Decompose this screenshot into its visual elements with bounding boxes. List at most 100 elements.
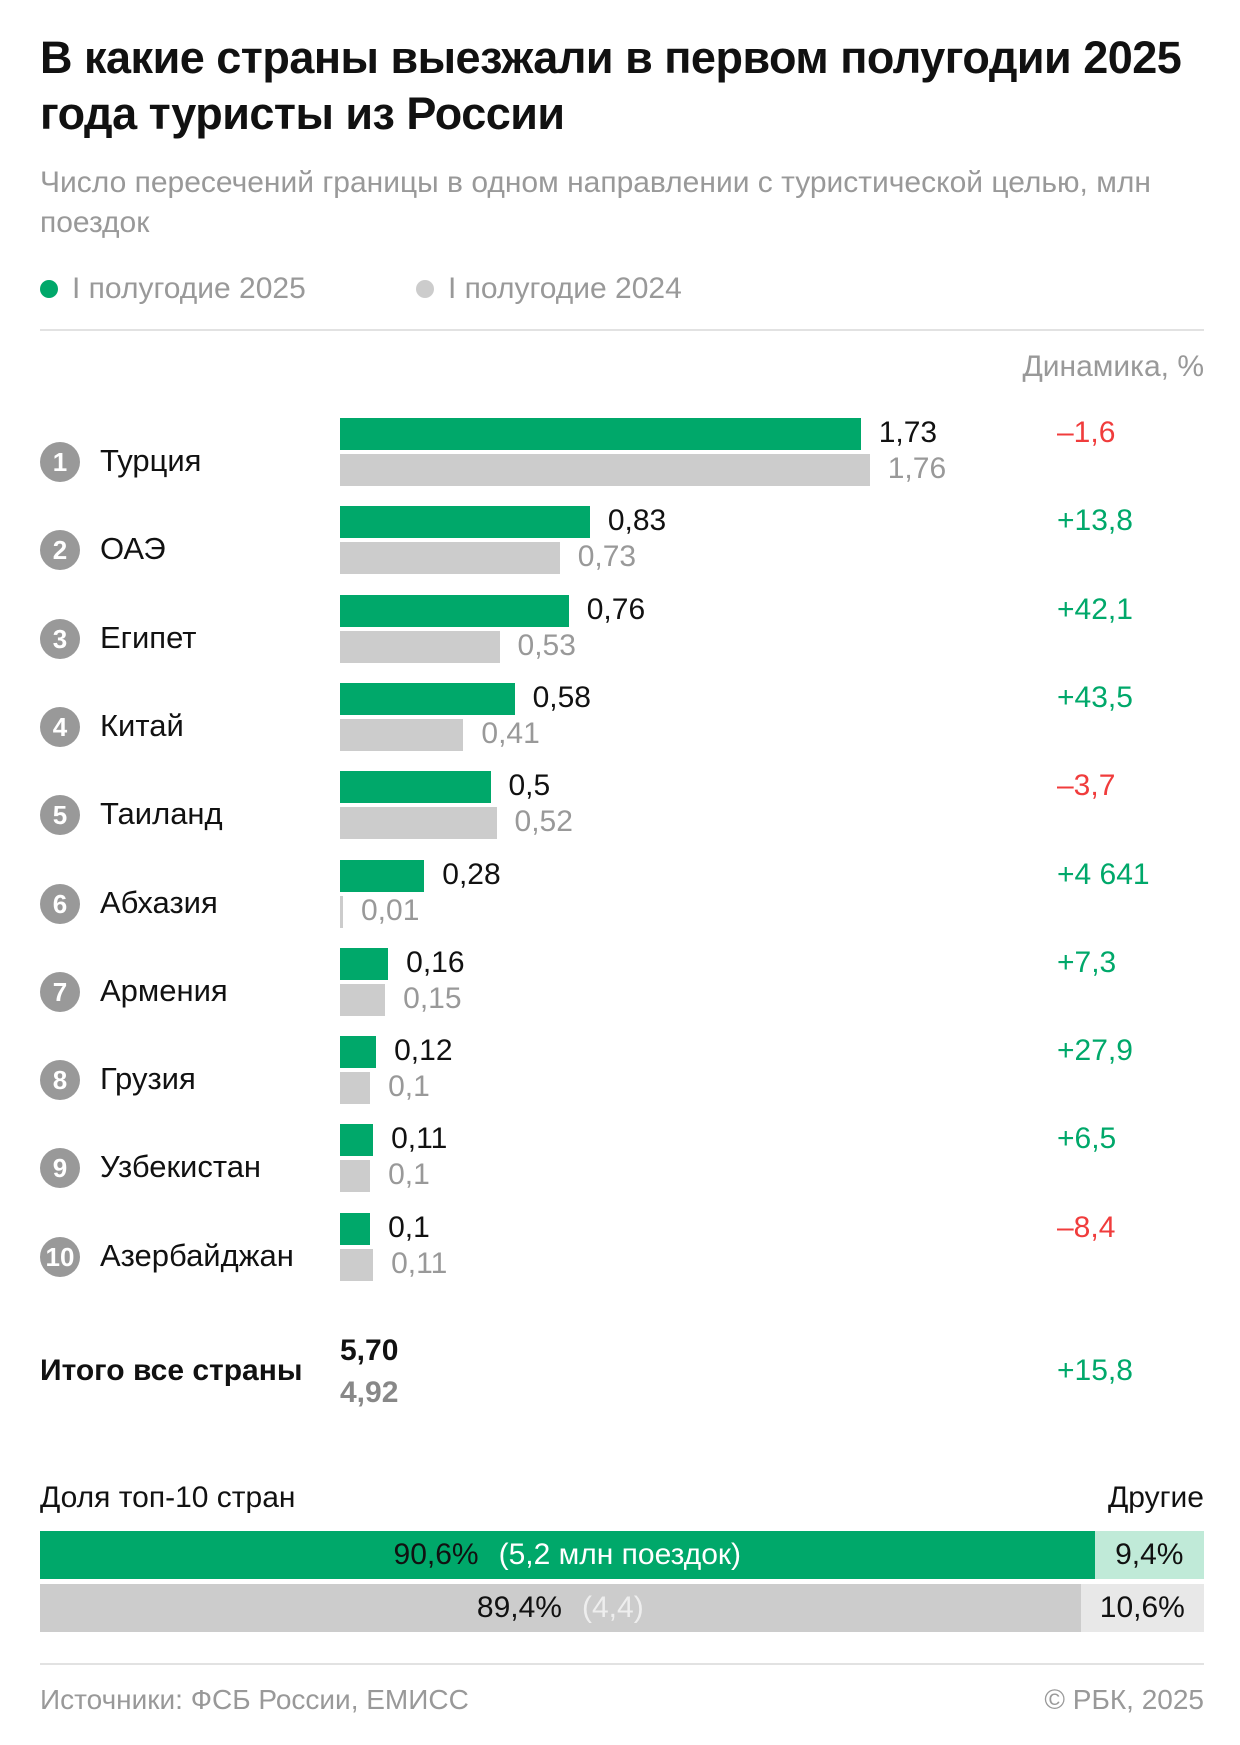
divider <box>40 1663 1204 1665</box>
bar-row: 10 Азербайджан 0,1 0,11 –8,4 <box>0 1210 1240 1301</box>
dynamics-value: –1,6 <box>1057 416 1116 449</box>
dynamics-value: +7,3 <box>1057 945 1117 979</box>
value-label-2025: 0,76 <box>586 592 646 626</box>
dynamics-header: Динамика, % <box>1022 350 1204 383</box>
country-label: Армения <box>100 972 228 1008</box>
rank-badge: 8 <box>40 1060 80 1101</box>
bar-row: 6 Абхазия 0,28 0,01 +4 641 <box>0 857 1240 948</box>
total-label: Итого все страны <box>40 1354 303 1387</box>
bar-2025 <box>340 947 389 980</box>
dynamics-value: +13,8 <box>1057 504 1133 538</box>
value-label-2025: 0,12 <box>394 1034 453 1068</box>
bar-2024 <box>340 1160 371 1193</box>
dynamics-value: +4 641 <box>1057 857 1150 891</box>
total-2024: 4,92 <box>340 1376 399 1409</box>
dynamics-value: +42,1 <box>1057 592 1133 626</box>
bar-2024 <box>340 630 500 663</box>
dynamics-value: –8,4 <box>1057 1210 1116 1244</box>
value-label-2024: 0,11 <box>391 1246 448 1280</box>
total-dynamics: +15,8 <box>1057 1354 1133 1387</box>
value-label-2025: 0,1 <box>388 1210 430 1244</box>
legend-2024: I полугодие 2024 <box>416 272 682 306</box>
source-note: Источники: ФСБ России, ЕМИСС <box>40 1684 469 1715</box>
share-other-value: 9,4% <box>1115 1538 1184 1571</box>
value-label-2025: 0,11 <box>391 1122 448 1156</box>
value-label-2025: 1,73 <box>878 416 938 449</box>
value-label-2024: 0,01 <box>361 893 420 927</box>
bar-row: 9 Узбекистан 0,11 0,1 +6,5 <box>0 1122 1240 1212</box>
bar-2025 <box>340 771 491 804</box>
bar-2025 <box>340 1212 371 1245</box>
bar-2025 <box>340 418 861 450</box>
country-label: Азербайджан <box>100 1237 294 1273</box>
country-label: Грузия <box>100 1061 196 1097</box>
share-top10-segment: 89,4% (4,4) <box>40 1584 1081 1632</box>
bar-2024 <box>340 1072 371 1105</box>
bar-2024 <box>340 983 386 1016</box>
value-label-2024: 0,1 <box>388 1070 430 1104</box>
dynamics-value: +6,5 <box>1057 1122 1117 1156</box>
value-label-2025: 0,5 <box>508 769 551 803</box>
rank-badge: 10 <box>40 1236 80 1277</box>
share-top10-value: 90,6% <box>393 1538 479 1571</box>
value-label-2025: 0,83 <box>607 504 667 538</box>
share-top10-note: (5,2 млн поездок) <box>498 1538 742 1571</box>
value-label-2025: 0,16 <box>406 945 465 979</box>
total-2025: 5,70 <box>340 1334 399 1367</box>
bar-row: 3 Египет 0,76 0,53 +42,1 <box>0 592 1240 683</box>
rank-badge: 3 <box>40 618 80 659</box>
rank-badge: 7 <box>40 971 80 1012</box>
share-other-segment: 9,4% <box>1094 1531 1204 1579</box>
dynamics-value: +43,5 <box>1057 680 1133 714</box>
rank-badge: 6 <box>40 883 80 924</box>
value-label-2025: 0,28 <box>442 857 501 891</box>
bar-2025 <box>340 1036 377 1069</box>
bar-2024 <box>340 718 464 751</box>
dynamics-value: +27,9 <box>1057 1034 1133 1068</box>
legend-dot-green-icon <box>40 280 58 298</box>
share-other-value: 10,6% <box>1099 1591 1185 1624</box>
bar-2025 <box>340 1124 374 1157</box>
share-top10-note: (4,4) <box>582 1591 644 1624</box>
rank-badge: 2 <box>40 530 80 571</box>
share-top10-label: Доля топ-10 стран <box>40 1481 296 1514</box>
value-label-2024: 0,52 <box>514 805 573 839</box>
bar-2025 <box>340 859 425 892</box>
bar-2024 <box>340 1248 374 1281</box>
dynamics-value: –3,7 <box>1057 769 1116 803</box>
bar-row: 5 Таиланд 0,5 0,52 –3,7 <box>0 769 1240 859</box>
bar-2025 <box>340 594 569 627</box>
country-label: Узбекистан <box>100 1149 262 1185</box>
value-label-2024: 1,76 <box>887 452 947 485</box>
divider <box>40 329 1204 331</box>
bar-2024 <box>340 807 497 840</box>
bar-2024 <box>340 895 343 928</box>
bar-2024 <box>340 454 870 486</box>
country-label: Турция <box>100 443 202 478</box>
bar-2024 <box>340 542 560 575</box>
share-bar: 90,6% (5,2 млн поездок) 9,4% <box>40 1531 1204 1579</box>
rank-badge: 1 <box>40 442 80 482</box>
bar-row: 2 ОАЭ 0,83 0,73 +13,8 <box>0 504 1240 594</box>
rank-badge: 9 <box>40 1148 80 1189</box>
share-top10-segment: 90,6% (5,2 млн поездок) <box>40 1531 1095 1579</box>
share-bar: 89,4% (4,4) 10,6% <box>40 1584 1204 1632</box>
bar-row: 4 Китай 0,58 0,41 +43,5 <box>0 680 1240 771</box>
legend-label: I полугодие 2024 <box>448 272 682 305</box>
bar-row: 1 Турция 1,73 1,76 –1,6 <box>0 416 1240 506</box>
legend-label: I полугодие 2025 <box>72 272 306 305</box>
chart-title: В какие страны выезжали в первом полугод… <box>40 32 1182 139</box>
copyright: © РБК, 2025 <box>1044 1684 1204 1715</box>
country-label: ОАЭ <box>100 531 166 567</box>
share-other-label: Другие <box>1107 1481 1204 1514</box>
country-label: Китай <box>100 707 184 743</box>
value-label-2024: 0,1 <box>388 1158 430 1192</box>
country-label: Таиланд <box>100 796 223 832</box>
value-label-2024: 0,73 <box>577 540 637 574</box>
country-label: Абхазия <box>100 884 218 920</box>
rank-badge: 4 <box>40 706 80 747</box>
rank-badge: 5 <box>40 795 80 836</box>
bar-2025 <box>340 682 515 715</box>
legend-dot-gray-icon <box>416 280 434 298</box>
value-label-2024: 0,15 <box>403 981 462 1015</box>
